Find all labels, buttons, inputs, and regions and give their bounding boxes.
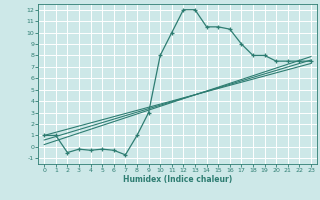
X-axis label: Humidex (Indice chaleur): Humidex (Indice chaleur) [123, 175, 232, 184]
